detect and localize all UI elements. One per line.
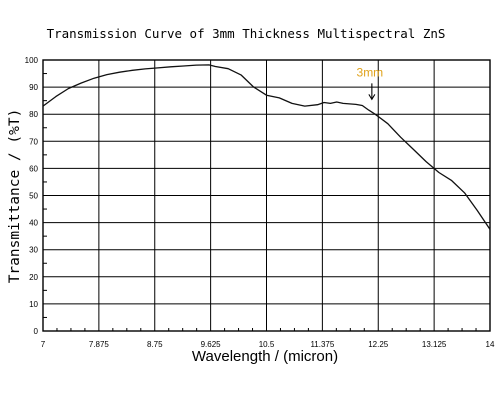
arrow-head	[368, 94, 376, 101]
annotation-arrow-icon	[368, 83, 376, 101]
x-tick-labels: 7 7.875 8.75 9.625 10.5 11.375 12.25 13.125 14	[41, 340, 495, 349]
y-tick-label: 50	[29, 192, 38, 201]
y-axis-label: Transmittance / (%T)	[7, 109, 23, 284]
x-tick-label: 8.75	[147, 340, 163, 349]
x-tick-label: 10.5	[259, 340, 275, 349]
chart-title: Transmission Curve of 3mm Thickness Mult…	[47, 26, 446, 41]
y-tick-label: 90	[29, 83, 38, 92]
y-tick-label: 60	[29, 164, 38, 173]
x-tick-label: 7	[41, 340, 46, 349]
y-tick-label: 80	[29, 110, 38, 119]
thickness-annotation: 3mm	[357, 65, 384, 79]
y-tick-label: 30	[29, 246, 38, 255]
y-tick-label: 0	[34, 327, 39, 336]
grid-lines	[42, 59, 491, 332]
x-tick-label: 7.875	[89, 340, 110, 349]
y-tick-label: 70	[29, 137, 38, 146]
transmission-curve	[42, 64, 491, 230]
x-tick-label: 14	[486, 340, 495, 349]
y-tick-labels: 0 10 20 30 40 50 60 70 80 90 100	[25, 56, 39, 336]
x-tick-label: 12.25	[368, 340, 389, 349]
y-tick-label: 40	[29, 219, 38, 228]
y-tick-label: 10	[29, 300, 38, 309]
x-tick-label: 11.375	[310, 340, 334, 349]
x-axis-label: Wavelength / (micron)	[192, 348, 338, 365]
y-tick-label: 20	[29, 273, 38, 282]
x-tick-label: 13.125	[422, 340, 447, 349]
plot-frame	[42, 59, 491, 332]
y-tick-label: 100	[25, 56, 39, 65]
x-tick-label: 9.625	[201, 340, 222, 349]
